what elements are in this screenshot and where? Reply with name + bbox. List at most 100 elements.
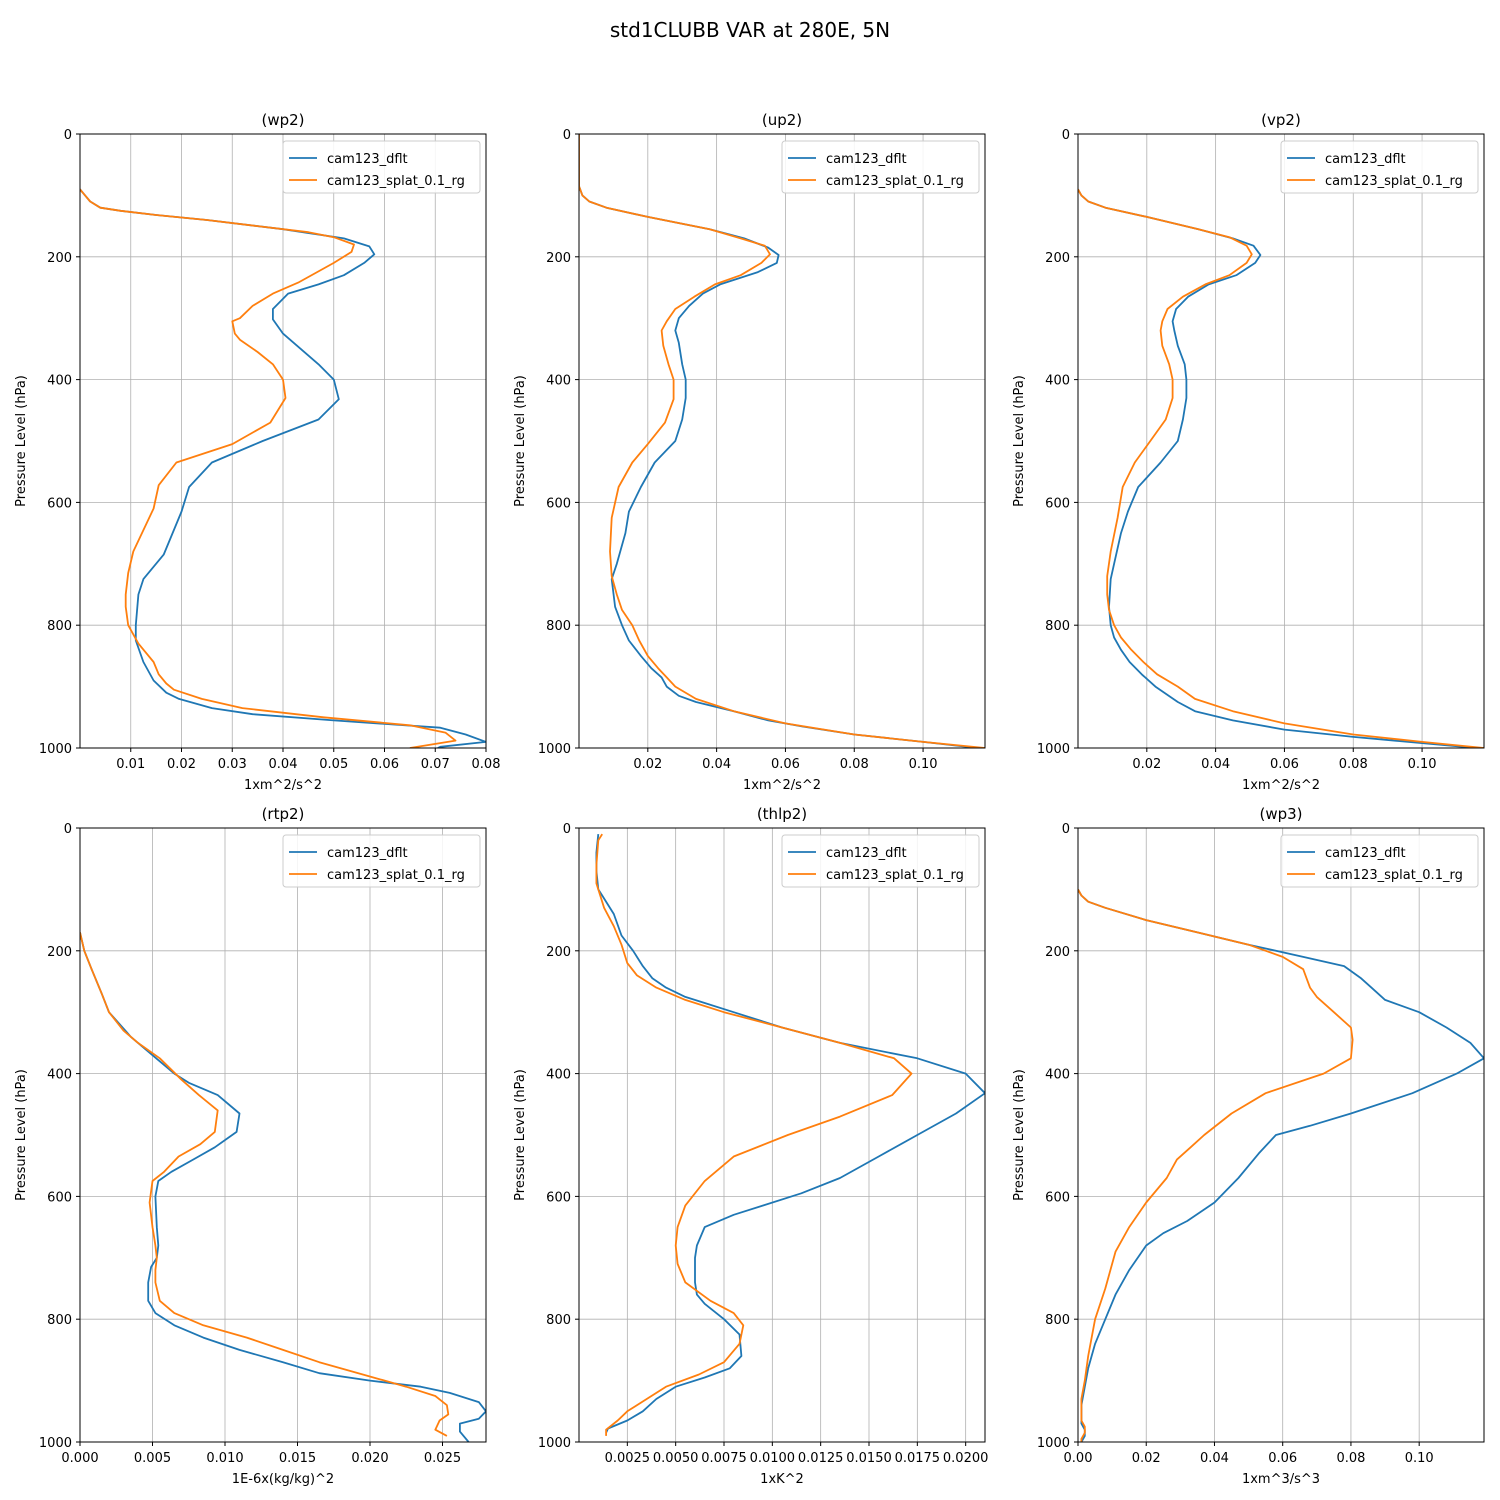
subplot-grid: 0.01 0.02 0.03 0.04 0.05 0.06 0.07 0.08 0 200 400 6… — [14, 111, 1485, 1487]
x-axis: 0.0025 0.0050 0.0075 0.0100 0.0125 0.0150 0.01… — [605, 1442, 989, 1466]
legend: cam123_dflt cam123_splat_0.1_rg — [781, 140, 980, 194]
y-axis-label: Pressure Level (hPa) — [14, 1069, 29, 1201]
x-tick-label: 0.005 — [134, 1451, 171, 1466]
series-line-cam123_dflt — [595, 834, 985, 1434]
x-tick-label: 0.03 — [218, 757, 247, 772]
x-axis: 0.02 0.04 0.06 0.08 0.10 — [633, 748, 938, 772]
y-tick-label: 400 — [546, 1068, 571, 1083]
y-axis-label: Pressure Level (hPa) — [1012, 375, 1027, 507]
x-tick-label: 0.0175 — [895, 1451, 941, 1466]
y-tick-label: 0 — [1062, 128, 1070, 143]
subplot-up2: 0.02 0.04 0.06 0.08 0.10 0 200 400 600 800 1000 (up… — [513, 111, 986, 793]
series-line-cam123_splat_0.1_rg — [579, 134, 985, 748]
x-tick-label: 0.010 — [206, 1451, 243, 1466]
x-axis-label: 1xm^2/s^2 — [244, 778, 322, 793]
subplot-title: (wp2) — [261, 111, 304, 129]
y-tick-label: 200 — [47, 945, 72, 960]
x-axis-label: 1E-6x(kg/kg)^2 — [232, 1472, 334, 1487]
x-tick-label: 0.04 — [269, 757, 298, 772]
x-tick-label: 0.08 — [1336, 1451, 1365, 1466]
y-tick-label: 400 — [47, 1068, 72, 1083]
y-tick-label: 0 — [1062, 822, 1070, 837]
legend-label: cam123_dflt — [1325, 152, 1406, 167]
legend-box — [781, 140, 980, 194]
y-tick-label: 1000 — [39, 1436, 72, 1451]
y-tick-label: 200 — [546, 251, 571, 266]
x-tick-label: 0.025 — [424, 1451, 461, 1466]
y-tick-label: 400 — [1045, 1068, 1070, 1083]
subplot-thlp2: 0.0025 0.0050 0.0075 0.0100 0.0125 0.0150 0.01… — [513, 805, 988, 1487]
y-tick-label: 600 — [47, 496, 72, 511]
y-tick-label: 200 — [1045, 251, 1070, 266]
y-tick-label: 1000 — [538, 742, 571, 757]
x-tick-label: 0.06 — [1270, 757, 1299, 772]
legend-box — [781, 834, 980, 888]
series-lines — [1078, 888, 1484, 1442]
x-tick-label: 0.000 — [61, 1451, 98, 1466]
x-tick-label: 0.08 — [1339, 757, 1368, 772]
series-lines — [80, 932, 486, 1442]
y-axis: 0 200 400 600 800 1000 — [1037, 822, 1078, 1451]
legend-label: cam123_splat_0.1_rg — [1325, 174, 1463, 189]
y-axis-label: Pressure Level (hPa) — [1012, 1069, 1027, 1201]
series-line-cam123_dflt — [1078, 888, 1484, 1442]
x-tick-label: 0.0200 — [943, 1451, 989, 1466]
series-line-cam123_splat_0.1_rg — [1078, 188, 1484, 748]
grid — [579, 133, 985, 749]
legend-label: cam123_splat_0.1_rg — [327, 868, 465, 883]
subplot-wp2: 0.01 0.02 0.03 0.04 0.05 0.06 0.07 0.08 0 200 400 6… — [14, 111, 500, 793]
legend: cam123_dflt cam123_splat_0.1_rg — [781, 834, 980, 888]
x-tick-label: 0.08 — [840, 757, 869, 772]
x-tick-label: 0.0050 — [653, 1451, 699, 1466]
y-tick-label: 200 — [47, 251, 72, 266]
y-tick-label: 0 — [563, 822, 571, 837]
subplot-title: (up2) — [762, 111, 802, 129]
x-tick-label: 0.00 — [1064, 1451, 1093, 1466]
x-tick-label: 0.06 — [1268, 1451, 1297, 1466]
x-tick-label: 0.02 — [167, 757, 196, 772]
series-line-cam123_splat_0.1_rg — [595, 833, 913, 1436]
x-axis: 0.01 0.02 0.03 0.04 0.05 0.06 0.07 0.08 — [116, 748, 500, 772]
x-tick-label: 0.06 — [370, 757, 399, 772]
y-tick-label: 1000 — [1037, 742, 1070, 757]
subplot-title: (thlp2) — [757, 805, 807, 823]
x-axis-label: 1xm^2/s^2 — [1242, 778, 1320, 793]
x-tick-label: 0.05 — [319, 757, 348, 772]
x-tick-label: 0.04 — [702, 757, 731, 772]
series-line-cam123_dflt — [80, 932, 486, 1442]
x-tick-label: 0.06 — [771, 757, 800, 772]
legend-label: cam123_splat_0.1_rg — [1325, 868, 1463, 883]
y-tick-label: 800 — [1045, 1313, 1070, 1328]
y-tick-label: 200 — [546, 945, 571, 960]
x-tick-label: 0.0075 — [701, 1451, 747, 1466]
legend-label: cam123_splat_0.1_rg — [826, 868, 964, 883]
x-tick-label: 0.04 — [1201, 757, 1230, 772]
y-axis-label: Pressure Level (hPa) — [513, 1069, 528, 1201]
y-tick-label: 1000 — [39, 742, 72, 757]
y-tick-label: 800 — [546, 1313, 571, 1328]
x-tick-label: 0.02 — [1132, 757, 1161, 772]
x-tick-label: 0.0025 — [605, 1451, 651, 1466]
y-tick-label: 800 — [1045, 619, 1070, 634]
y-axis: 0 200 400 600 800 1000 — [39, 822, 80, 1451]
y-tick-label: 0 — [563, 128, 571, 143]
legend: cam123_dflt cam123_splat_0.1_rg — [282, 834, 481, 888]
y-tick-label: 800 — [546, 619, 571, 634]
series-line-cam123_dflt — [1078, 188, 1478, 748]
axes-frame — [1077, 827, 1485, 1443]
legend-box — [1280, 834, 1479, 888]
figure-title: std1CLUBB VAR at 280E, 5N — [610, 18, 890, 42]
subplot-title: (vp2) — [1261, 111, 1301, 129]
y-tick-label: 0 — [64, 128, 72, 143]
legend-label: cam123_dflt — [1325, 846, 1406, 861]
series-line-cam123_splat_0.1_rg — [80, 932, 450, 1437]
y-axis-label: Pressure Level (hPa) — [513, 375, 528, 507]
y-tick-label: 600 — [47, 1190, 72, 1205]
x-tick-label: 0.0100 — [750, 1451, 796, 1466]
x-tick-label: 0.01 — [116, 757, 145, 772]
legend-box — [282, 834, 481, 888]
x-tick-label: 0.10 — [909, 757, 938, 772]
legend-box — [282, 140, 481, 194]
y-tick-label: 400 — [47, 374, 72, 389]
legend-label: cam123_splat_0.1_rg — [826, 174, 964, 189]
